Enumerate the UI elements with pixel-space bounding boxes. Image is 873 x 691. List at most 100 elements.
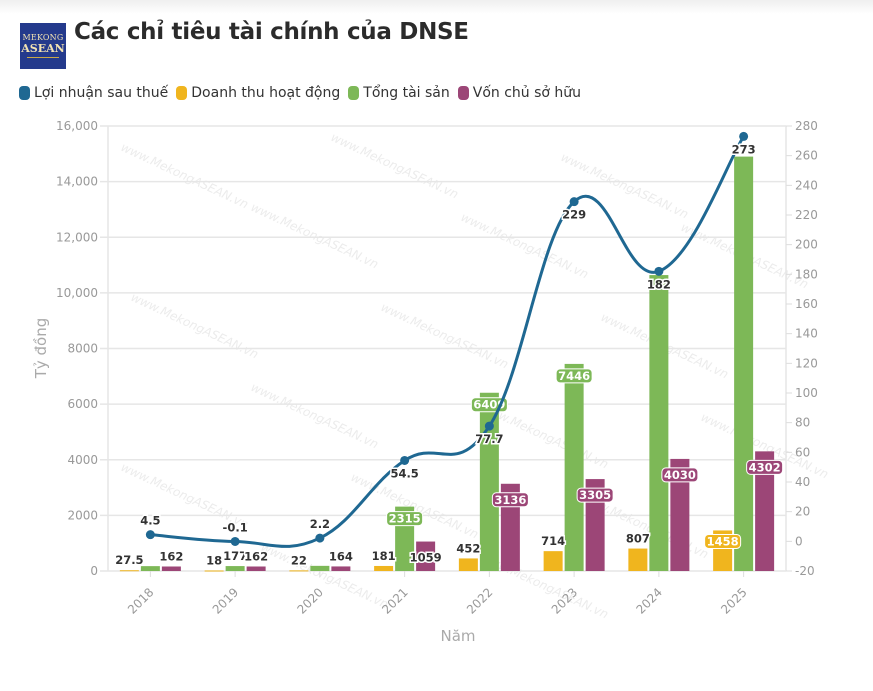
watermark-text: www.MekongASEAN.vn	[129, 290, 261, 361]
bar-equity	[670, 458, 690, 571]
line-data-label: -0.1	[223, 520, 248, 534]
x-tick-label: 2022	[464, 585, 495, 616]
x-axis-title: Năm	[440, 627, 475, 645]
legend-item-assets[interactable]: Tổng tài sản	[348, 85, 450, 101]
y-left-tick-label: 10,000	[56, 286, 98, 300]
y-left-tick-label: 4000	[67, 453, 98, 467]
y-left-tick-label: 8000	[67, 342, 98, 356]
y-axis-title: Tỷ đồng	[32, 318, 50, 380]
data-label-bg	[491, 492, 529, 508]
legend-item-equity[interactable]: Vốn chủ sở hữu	[457, 85, 581, 101]
x-tick-label: 2025	[718, 585, 749, 616]
legend-swatch-profit	[19, 86, 30, 100]
line-data-label: 229	[562, 208, 586, 222]
y-left-tick-label: 6000	[67, 397, 98, 411]
y-right-tick-label: 160	[795, 297, 818, 311]
bar-revenue	[628, 548, 648, 571]
data-label: 22	[291, 553, 307, 567]
bar-revenue	[458, 558, 478, 571]
y-right-tick-label: 0	[795, 534, 803, 548]
data-label: 162	[244, 549, 268, 563]
line-data-label: 273	[732, 142, 756, 156]
top-shade	[0, 0, 873, 14]
bar-total-assets	[564, 363, 584, 571]
bar-revenue	[374, 565, 394, 571]
line-data-label: 54.5	[390, 466, 418, 480]
y-right-tick-label: 220	[795, 208, 818, 222]
y-right-tick-label: 100	[795, 386, 818, 400]
y-right-tick-label: 260	[795, 149, 818, 163]
data-label: 714	[541, 534, 565, 548]
y-right-tick-label: 20	[795, 505, 810, 519]
bar-revenue	[119, 570, 139, 572]
watermark-text: www.MekongASEAN.vn	[379, 300, 511, 371]
bar-revenue	[204, 570, 224, 572]
logo-line2: ASEAN	[21, 42, 65, 55]
line-point-net-profit	[739, 131, 749, 141]
line-point-net-profit	[145, 530, 155, 540]
legend: Lợi nhuận sau thuế Doanh thu hoạt động T…	[19, 85, 589, 101]
y-left-tick-label: 0	[90, 564, 98, 578]
legend-label-profit: Lợi nhuận sau thuế	[34, 85, 169, 101]
line-point-net-profit	[315, 533, 325, 543]
bar-total-assets	[479, 392, 499, 571]
y-right-tick-label: 140	[795, 327, 818, 341]
y-right-tick-label: 60	[795, 445, 810, 459]
logo-line1: MEKONG	[22, 33, 64, 42]
y-left-tick-label: 16,000	[56, 119, 98, 133]
data-label: 7446	[558, 369, 590, 383]
legend-label-revenue: Doanh thu hoạt động	[191, 85, 341, 101]
y-left-tick-label: 2000	[67, 508, 98, 522]
bar-revenue	[543, 551, 563, 571]
data-label-bg	[555, 368, 593, 384]
legend-swatch-assets	[348, 86, 360, 100]
legend-item-revenue[interactable]: Doanh thu hoạt động	[176, 85, 340, 101]
y-left-tick-label: 12,000	[56, 230, 98, 244]
bar-total-assets	[140, 566, 160, 571]
data-label: 164	[329, 549, 353, 563]
mekong-asean-logo: MEKONG ASEAN	[20, 23, 66, 69]
bar-revenue	[289, 570, 309, 572]
data-label-bg	[704, 533, 742, 549]
y-right-tick-label: 240	[795, 178, 818, 192]
data-label: 2315	[389, 512, 421, 526]
y-right-tick-label: 120	[795, 356, 818, 370]
line-point-net-profit	[230, 536, 240, 546]
data-label: 1458	[707, 534, 739, 548]
y-right-tick-label: 200	[795, 238, 818, 252]
watermark-text: www.MekongASEAN.vn	[249, 380, 381, 451]
data-label: 18	[206, 553, 222, 567]
data-label: 177	[223, 549, 247, 563]
line-point-net-profit	[484, 421, 494, 431]
data-label: 4030	[664, 468, 696, 482]
y-right-tick-label: 40	[795, 475, 810, 489]
logo-rule	[27, 57, 59, 58]
line-data-label: 77.7	[475, 432, 503, 446]
x-tick-label: 2019	[210, 585, 241, 616]
watermark-text: www.MekongASEAN.vn	[249, 200, 381, 271]
y-right-tick-label: 280	[795, 119, 818, 133]
x-tick-label: 2020	[294, 585, 325, 616]
line-point-net-profit	[569, 197, 579, 207]
chart-title: Các chỉ tiêu tài chính của DNSE	[74, 19, 469, 45]
data-label: 3305	[579, 488, 611, 502]
watermark-text: www.MekongASEAN.vn	[349, 470, 481, 541]
y-right-tick-label: 80	[795, 416, 810, 430]
bar-equity	[246, 566, 266, 571]
data-label-bg	[746, 459, 784, 475]
line-point-net-profit	[400, 455, 410, 465]
line-point-net-profit	[654, 266, 664, 276]
bar-equity	[755, 451, 775, 571]
bar-equity	[161, 566, 181, 571]
bar-total-assets	[649, 275, 669, 571]
data-label: 181	[372, 549, 396, 563]
data-label-bg	[576, 487, 614, 503]
legend-label-assets: Tổng tài sản	[363, 85, 450, 101]
line-data-label: 4.5	[140, 514, 160, 528]
watermark-text: www.MekongASEAN.vn	[119, 140, 251, 211]
legend-swatch-revenue	[176, 86, 188, 100]
legend-item-profit[interactable]: Lợi nhuận sau thuế	[19, 85, 168, 101]
data-label: 452	[456, 541, 480, 555]
line-data-label: 2.2	[310, 517, 330, 531]
